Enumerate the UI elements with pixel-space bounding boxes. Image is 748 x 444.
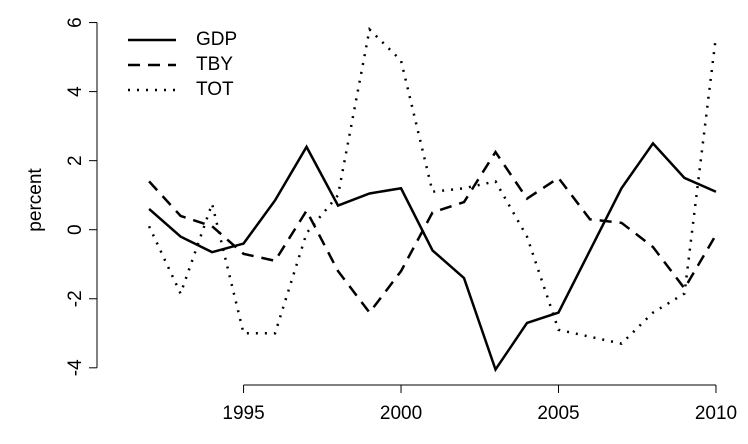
series-line [148,149,718,315]
series-line [147,26,718,346]
y-tick-label: -4 [65,359,86,376]
x-tick-label: 2005 [537,403,579,424]
y-tick-label: -2 [65,290,86,307]
y-tick-label: 6 [65,17,86,28]
x-tick-label: 1995 [222,403,264,424]
legend-label: TOT [196,79,234,100]
legend-label: GDP [196,29,237,50]
y-tick-label: 0 [65,224,86,235]
x-tick-label: 2000 [380,403,422,424]
y-tick-label: 2 [65,155,86,166]
series-line [148,141,717,373]
y-tick-label: 4 [65,86,86,97]
legend-label: TBY [196,54,233,75]
y-axis-label: percent [25,168,46,232]
x-tick-label: 2010 [695,403,737,424]
